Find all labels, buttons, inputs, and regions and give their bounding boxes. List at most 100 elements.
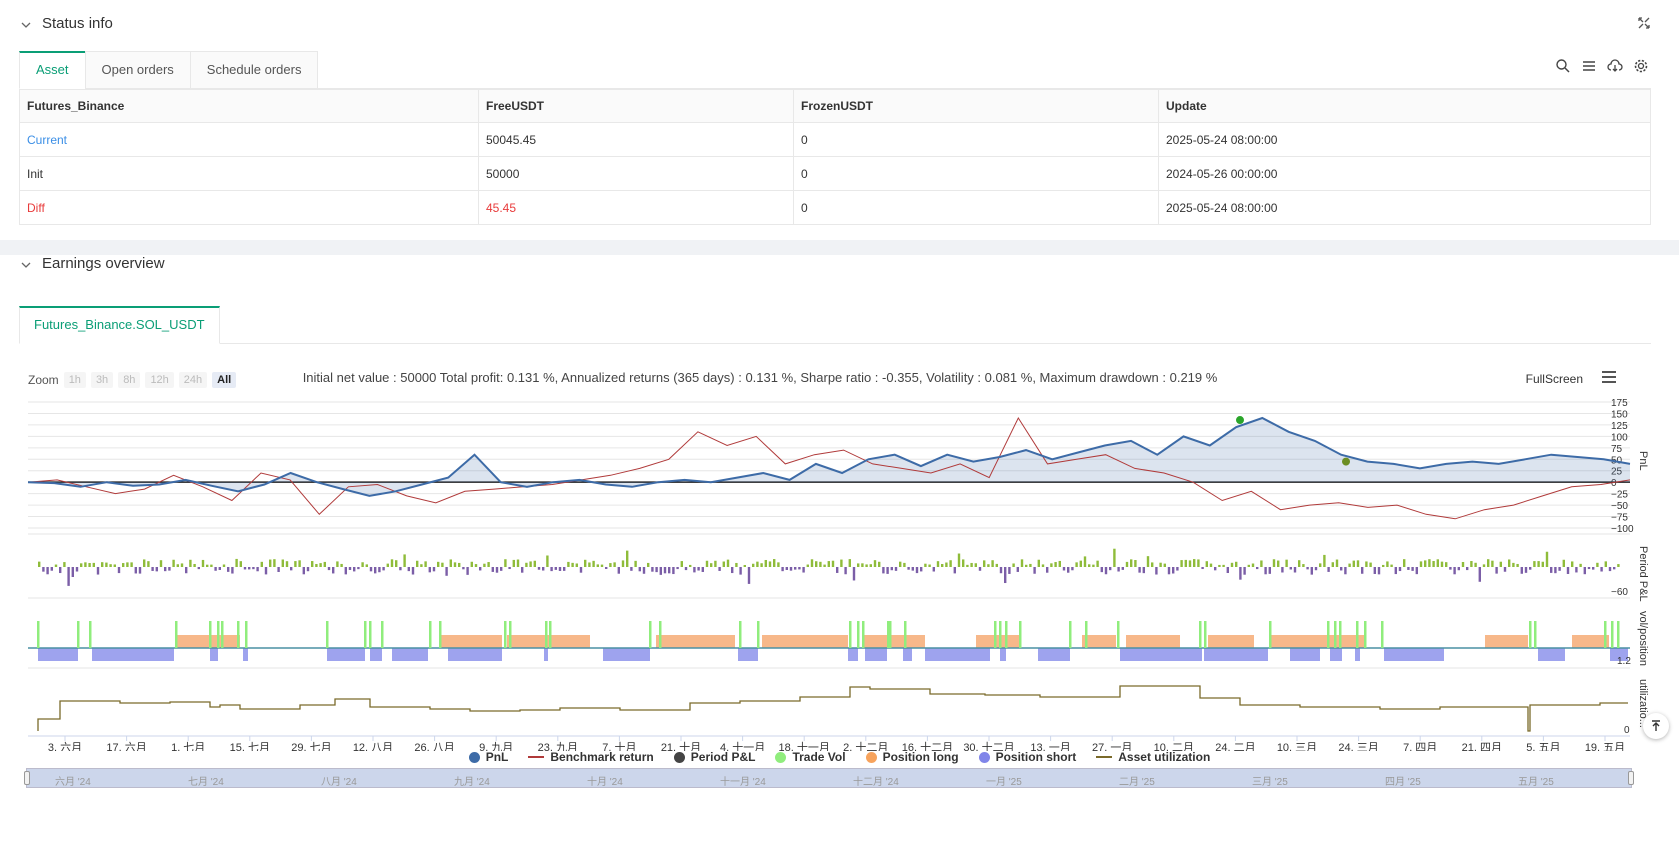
period-bar <box>122 563 125 567</box>
circle-icon <box>468 751 480 763</box>
period-bar <box>899 561 902 567</box>
chevron-down-icon[interactable] <box>20 258 32 270</box>
position-short-bar <box>1330 648 1342 661</box>
row-name-current[interactable]: Current <box>19 122 479 157</box>
period-bar <box>962 559 965 567</box>
legend-position-long[interactable]: Position long <box>865 750 959 764</box>
back-to-top-button[interactable] <box>1643 713 1669 739</box>
tab-schedule-orders[interactable]: Schedule orders <box>189 51 319 89</box>
zoom-24h-button[interactable]: 24h <box>178 372 208 388</box>
legend-benchmark-return[interactable]: Benchmark return <box>528 750 654 764</box>
search-icon[interactable] <box>1555 58 1571 74</box>
period-bar <box>474 564 478 567</box>
period-bar <box>663 567 667 574</box>
y-tick-label: 75 <box>1611 444 1623 455</box>
collapse-icon[interactable] <box>1637 16 1651 30</box>
zoom-8h-button[interactable]: 8h <box>118 372 141 388</box>
trade-vol-bar <box>1617 621 1620 648</box>
period-bar <box>323 561 326 567</box>
navigator-right-handle[interactable] <box>1628 771 1634 785</box>
legend-pnl[interactable]: PnL <box>468 750 508 764</box>
trade-vol-bar <box>1334 621 1337 648</box>
range-navigator[interactable]: 六月 '24 七月 '24 八月 '24 九月 '24 十月 '24 十一月 '24 十二月… <box>24 768 1634 788</box>
earnings-overview-header[interactable]: Earnings overview <box>20 255 165 272</box>
x-tick-label: 15. 七月 <box>230 741 270 751</box>
legend-asset-utilization[interactable]: Asset utilization <box>1096 750 1210 764</box>
legend-period-pnl[interactable]: Period P&L <box>673 750 755 764</box>
zoom-12h-button[interactable]: 12h <box>145 372 174 388</box>
period-bar <box>210 564 213 567</box>
period-bar <box>529 561 532 567</box>
period-bar <box>143 559 146 567</box>
y-tick-label: −50 <box>1611 501 1628 512</box>
trade-vol-bar <box>549 621 552 648</box>
period-bar <box>67 567 70 586</box>
chevron-down-icon[interactable] <box>20 18 32 30</box>
period-bar <box>264 567 268 575</box>
x-tick-label: 17. 六月 <box>106 741 146 751</box>
period-bar <box>407 567 410 572</box>
earnings-overview-title: Earnings overview <box>42 255 165 272</box>
period-bar <box>1587 567 1591 570</box>
position-short-bar <box>92 648 174 661</box>
period-bar <box>134 567 137 574</box>
period-bar <box>466 567 469 575</box>
col-update: Update <box>1158 89 1651 123</box>
list-icon[interactable] <box>1581 58 1597 74</box>
period-bar <box>1083 556 1087 567</box>
legend-position-short[interactable]: Position short <box>978 750 1076 764</box>
period-bar <box>764 559 767 567</box>
trade-vol-bar <box>364 621 367 648</box>
period-bar <box>970 562 973 567</box>
period-bar <box>836 567 839 573</box>
period-bar <box>512 559 515 567</box>
period-bar <box>1289 567 1292 570</box>
period-bar <box>794 567 797 570</box>
period-bar <box>1440 561 1444 567</box>
period-bar <box>243 567 247 570</box>
period-bar <box>479 567 482 571</box>
period-bar <box>113 564 116 567</box>
position-short-bar <box>848 648 858 661</box>
zoom-all-button[interactable]: All <box>212 372 237 388</box>
period-bar <box>327 567 331 571</box>
period-bar <box>747 567 751 584</box>
period-bar <box>1012 563 1015 567</box>
cloud-download-icon[interactable] <box>1607 58 1623 74</box>
zoom-3h-button[interactable]: 3h <box>90 372 114 388</box>
period-bar <box>617 567 620 574</box>
period-bar <box>1176 567 1179 571</box>
table-row: Diff 45.45 0 2025-05-24 08:00:00 <box>19 190 1651 225</box>
x-tick-label: 18. 十一月 <box>779 740 830 751</box>
zoom-1h-button[interactable]: 1h <box>63 372 86 388</box>
settings-gear-icon[interactable] <box>1633 58 1649 74</box>
period-bar <box>361 562 364 567</box>
period-bar <box>1159 562 1162 567</box>
period-bar <box>1104 567 1108 575</box>
period-bar <box>911 567 914 571</box>
period-bar <box>693 567 696 573</box>
period-bar <box>1201 567 1204 570</box>
tab-asset[interactable]: Asset <box>19 51 86 89</box>
y-tick-label: 125 <box>1611 421 1628 432</box>
fullscreen-button[interactable]: FullScreen <box>1525 372 1583 386</box>
position-short-bar <box>327 648 365 661</box>
menu-icon[interactable] <box>1601 370 1617 384</box>
status-info-header[interactable]: Status info <box>20 15 113 32</box>
tab-futures-binance-sol-usdt[interactable]: Futures_Binance.SOL_USDT <box>19 306 220 344</box>
period-bar <box>609 563 612 567</box>
period-bar <box>647 562 650 567</box>
tab-open-orders[interactable]: Open orders <box>84 51 191 89</box>
period-bar <box>563 567 566 571</box>
period-bar <box>1524 567 1528 573</box>
legend-trade-vol[interactable]: Trade Vol <box>775 750 846 764</box>
x-tick-label: 21. 十月 <box>661 740 701 751</box>
period-bar <box>105 562 108 567</box>
navigator-label: 一月 '25 <box>986 777 1022 788</box>
period-bar <box>588 562 591 567</box>
period-bar <box>521 567 524 573</box>
period-bar <box>71 567 74 577</box>
cell-frozen: 0 <box>793 190 1159 225</box>
navigator-left-handle[interactable] <box>24 771 30 785</box>
trade-vol-bar <box>217 621 220 648</box>
